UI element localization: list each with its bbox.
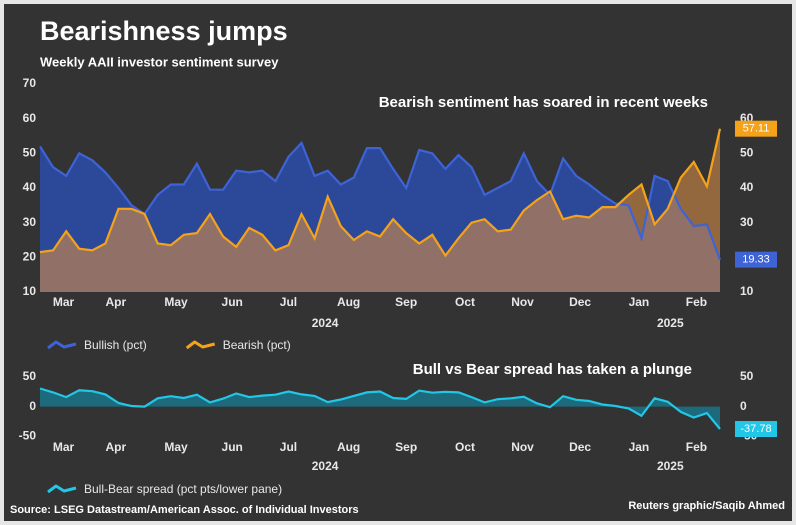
y2-tick-label: 50: [740, 369, 754, 383]
last-value-box: [735, 421, 777, 438]
x-tick-label: Dec: [569, 295, 591, 309]
x-tick-label: Jul: [280, 295, 297, 309]
legend-label: Bullish (pct): [84, 338, 147, 352]
x-tick-label: Jan: [629, 440, 650, 454]
y-tick-label: -50: [19, 428, 37, 442]
line: [39, 387, 721, 430]
y-tick-label: 70: [23, 76, 37, 90]
y-tick-label: 30: [23, 215, 37, 229]
subtitle: Weekly AAII investor sentiment survey: [40, 54, 279, 69]
x-tick-label: May: [164, 440, 188, 454]
x-tick-label: Aug: [337, 295, 360, 309]
x-tick-label: Aug: [337, 440, 360, 454]
x-tick-label: Oct: [455, 440, 475, 454]
x-tick-label: Jun: [222, 440, 243, 454]
legend-icon: [47, 340, 77, 350]
annotation: Bull vs Bear spread has taken a plunge: [413, 361, 692, 378]
y2-tick-label: 50: [740, 146, 754, 160]
area: [40, 388, 720, 429]
line: [39, 140, 722, 261]
x-tick-label: Feb: [686, 440, 707, 454]
annotation: Bearish sentiment has soared in recent w…: [379, 94, 708, 111]
legend-icon: [47, 484, 77, 494]
year-label: 2024: [312, 459, 339, 473]
legend-label: Bull-Bear spread (pct pts/lower pane): [84, 482, 282, 496]
x-tick-label: May: [164, 295, 188, 309]
y2-tick-label: 0: [740, 399, 747, 413]
line: [39, 128, 722, 258]
x-tick-label: Oct: [455, 295, 475, 309]
last-value-box: [735, 251, 777, 268]
y-tick-label: 50: [23, 146, 37, 160]
y-tick-label: 40: [23, 180, 37, 194]
y2-tick-label: 30: [740, 215, 754, 229]
x-tick-label: Sep: [395, 440, 417, 454]
area: [40, 128, 720, 292]
last-value-label: 19.33: [742, 254, 770, 266]
y-tick-label: 10: [23, 284, 37, 298]
title: Bearishness jumps: [40, 16, 288, 46]
credit: Reuters graphic/Saqib Ahmed: [628, 500, 785, 512]
y-tick-label: 0: [29, 399, 36, 413]
source: Source: LSEG Datastream/American Assoc. …: [10, 504, 359, 516]
x-tick-label: Mar: [53, 295, 75, 309]
y-tick-label: 60: [23, 111, 37, 125]
legend-label: Bearish (pct): [223, 338, 291, 352]
y2-tick-label: 40: [740, 180, 754, 194]
x-tick-label: Feb: [686, 295, 707, 309]
x-tick-label: Nov: [511, 295, 534, 309]
legend-icon: [185, 340, 216, 350]
year-label: 2025: [657, 316, 684, 330]
last-value-label: -37.78: [740, 423, 771, 435]
y-tick-label: 50: [23, 369, 37, 383]
y-tick-label: 20: [23, 250, 37, 264]
last-value-box: [735, 120, 777, 137]
x-tick-label: Nov: [511, 440, 534, 454]
x-tick-label: Sep: [395, 295, 417, 309]
x-tick-label: Apr: [106, 440, 127, 454]
year-label: 2024: [312, 316, 339, 330]
x-tick-label: Jun: [222, 295, 243, 309]
y2-tick-label: 10: [740, 284, 754, 298]
last-value-label: 57.11: [743, 123, 770, 135]
x-tick-label: Jul: [280, 440, 297, 454]
x-tick-label: Jan: [629, 295, 650, 309]
year-label: 2025: [657, 459, 684, 473]
x-tick-label: Dec: [569, 440, 591, 454]
x-tick-label: Mar: [53, 440, 75, 454]
x-tick-label: Apr: [106, 295, 127, 309]
